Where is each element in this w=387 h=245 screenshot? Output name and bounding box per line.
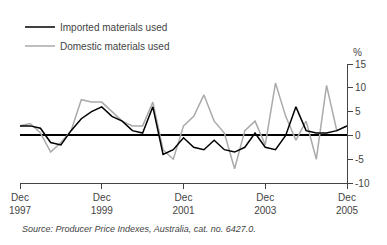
- svg-text:0: 0: [355, 130, 361, 141]
- svg-text:Dec1999: Dec1999: [91, 192, 114, 216]
- svg-text:10: 10: [355, 82, 367, 93]
- svg-text:15: 15: [355, 59, 367, 70]
- svg-text:-5: -5: [355, 154, 364, 165]
- svg-text:Dec1997: Dec1997: [9, 192, 32, 216]
- svg-text:Source: Producer Price Indexes: Source: Producer Price Indexes, Australi…: [22, 224, 256, 234]
- svg-text:%: %: [353, 47, 362, 58]
- svg-text:-10: -10: [355, 178, 370, 189]
- svg-text:Imported materials used: Imported materials used: [60, 22, 167, 33]
- svg-text:5: 5: [355, 106, 361, 117]
- svg-text:Dec2001: Dec2001: [172, 192, 195, 216]
- svg-text:Dec2005: Dec2005: [336, 192, 359, 216]
- svg-text:Domestic materials used: Domestic materials used: [60, 41, 169, 52]
- svg-text:Dec2003: Dec2003: [254, 192, 277, 216]
